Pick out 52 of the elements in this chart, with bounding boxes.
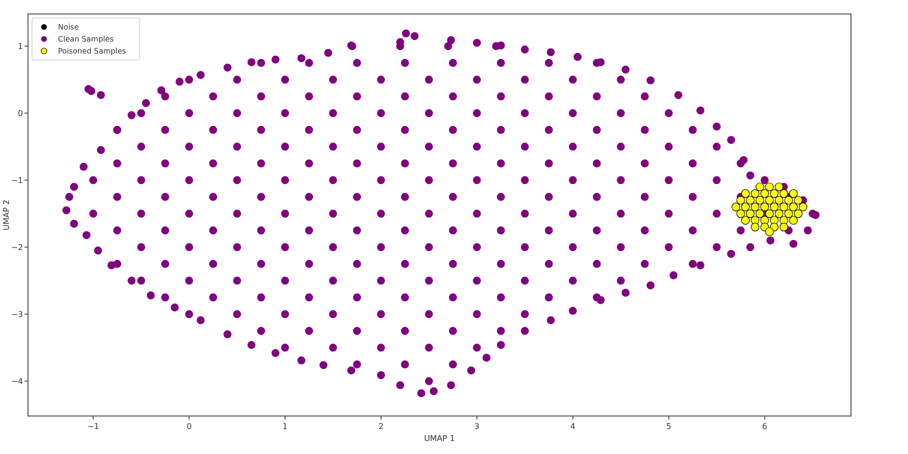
- x-axis-title: UMAP 1: [424, 434, 455, 443]
- point: [741, 216, 750, 225]
- point: [789, 189, 798, 198]
- point: [765, 182, 774, 192]
- point: [765, 227, 774, 236]
- x-tick-label: 5: [666, 422, 672, 431]
- point: [741, 202, 750, 212]
- point: [784, 196, 793, 205]
- x-tick-label: 3: [474, 422, 480, 431]
- y-tick-label: 1: [18, 42, 23, 51]
- point: [798, 202, 808, 212]
- y-tick-label: 0: [18, 108, 23, 118]
- point: [765, 209, 774, 218]
- point: [780, 222, 788, 232]
- point: [756, 182, 764, 192]
- point: [750, 222, 760, 232]
- x-tick-label: 4: [570, 422, 576, 431]
- point: [756, 209, 764, 218]
- point: [774, 182, 784, 192]
- point: [736, 196, 745, 205]
- point: [770, 189, 779, 198]
- y-tick-label: −4: [11, 376, 23, 386]
- y-tick-label: −2: [11, 242, 23, 252]
- point: [746, 196, 755, 205]
- x-tick-label: 6: [762, 422, 768, 431]
- y-tick-label: −3: [11, 310, 23, 319]
- y-tick-label: −1: [11, 176, 23, 185]
- point: [794, 209, 803, 218]
- point: [784, 209, 793, 218]
- point: [756, 196, 764, 205]
- x-tick-label: 0: [186, 422, 192, 431]
- point: [789, 216, 798, 225]
- x-tick-label: 2: [378, 422, 384, 431]
- point: [780, 202, 788, 212]
- point: [736, 209, 745, 218]
- point: [732, 202, 740, 212]
- point: [760, 189, 769, 198]
- x-tick-label: −1: [87, 422, 100, 431]
- point: [770, 202, 779, 212]
- point: [750, 189, 760, 198]
- point: [789, 202, 798, 212]
- point: [746, 209, 755, 218]
- point: [750, 202, 760, 212]
- point: [794, 196, 803, 205]
- point: [774, 196, 784, 205]
- x-tick-label: 1: [282, 422, 288, 431]
- point: [774, 209, 784, 218]
- point: [760, 202, 769, 212]
- point: [765, 196, 774, 205]
- point: [780, 189, 788, 198]
- point: [741, 189, 750, 198]
- y-axis-title: UMAP 2: [2, 200, 11, 230]
